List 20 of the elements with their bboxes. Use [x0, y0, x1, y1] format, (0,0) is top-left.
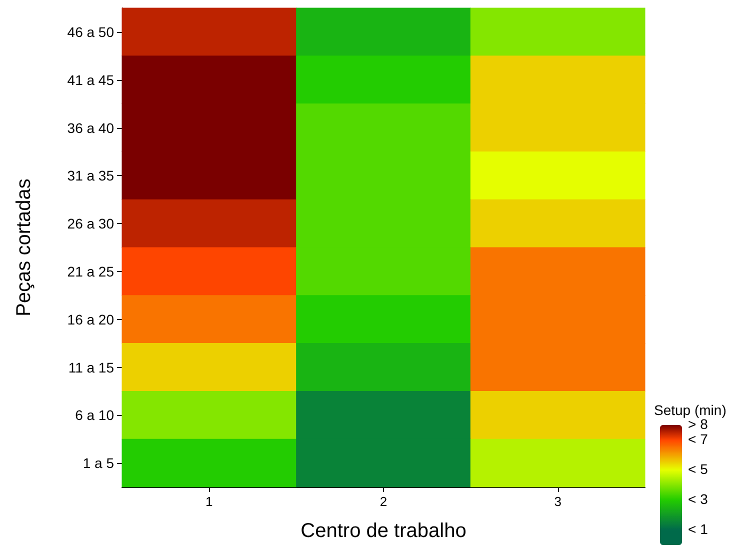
y-tick-label: 6 a 10	[75, 407, 114, 424]
y-tick-label: 26 a 30	[67, 216, 114, 232]
color-bar-label: < 3	[688, 491, 708, 507]
color-bar-label: < 7	[688, 431, 708, 447]
y-tick-label: 31 a 35	[67, 168, 114, 184]
y-tick-label: 41 a 45	[67, 72, 114, 88]
color-bar-label: < 5	[688, 461, 708, 477]
y-tick-label: 1 a 5	[82, 455, 114, 472]
x-tick-label: 2	[380, 494, 388, 509]
x-tick-label: 3	[554, 494, 562, 509]
color-bar-label: < 1	[688, 521, 708, 537]
color-bar-title: Setup (min)	[654, 402, 726, 418]
y-tick-label: 46 a 50	[67, 24, 114, 40]
y-axis-title: Peças cortadas	[13, 178, 35, 316]
x-axis-title: Centro de trabalho	[300, 520, 466, 542]
y-tick-label: 36 a 40	[67, 120, 114, 136]
y-tick-label: 16 a 20	[67, 311, 114, 328]
y-tick-label: 11 a 15	[68, 359, 114, 376]
x-tick-label: 1	[206, 494, 213, 509]
y-tick-label: 21 a 25	[67, 263, 114, 280]
